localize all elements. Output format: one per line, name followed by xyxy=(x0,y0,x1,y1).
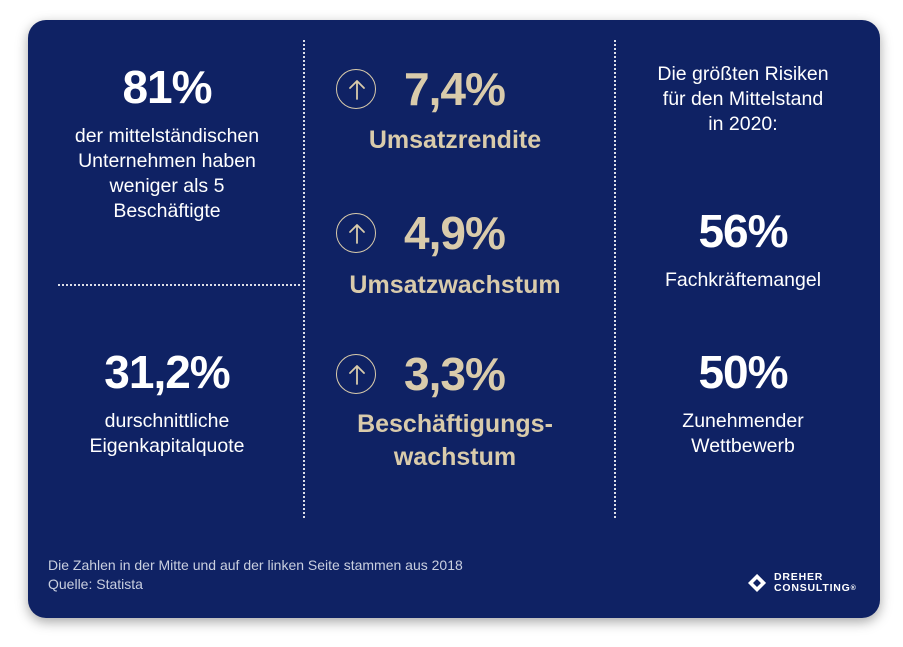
stat-label-employment: Beschäftigungs- wachstum xyxy=(357,410,553,471)
risk-skills-block: 56% Fachkräftemangel xyxy=(626,208,860,293)
divider-right xyxy=(614,40,616,518)
stat-label-return: Umsatzrendite xyxy=(368,126,542,154)
logo-trademark: ® xyxy=(850,585,857,592)
stat-description-equity: durschnittliche Eigenkapitalquote xyxy=(89,410,245,457)
left-bottom-block: 31,2% durschnittliche Eigenkapitalquote xyxy=(48,349,286,459)
divider-horizontal xyxy=(58,284,300,286)
arrow-up-circle-icon xyxy=(336,69,376,109)
stat-value-employees: 81% xyxy=(122,61,212,113)
infographic-card xyxy=(28,20,880,618)
logo-mark-icon xyxy=(748,574,766,592)
logo-line2: CONSULTING xyxy=(774,582,851,594)
stat-return: 7,4% xyxy=(336,63,506,115)
risk-competition-block: 50% Zunehmender Wettbewerb xyxy=(626,349,860,459)
stat-value-growth: 4,9% xyxy=(404,207,506,259)
footer-note: Die Zahlen in der Mitte und auf der link… xyxy=(48,557,463,573)
stat-value-return: 7,4% xyxy=(404,63,506,115)
risk-value-competition: 50% xyxy=(698,346,788,398)
divider-left xyxy=(303,40,305,518)
stat-growth: 4,9% xyxy=(336,207,506,259)
risk-label-skills: Fachkräftemangel xyxy=(664,269,822,291)
stat-employment: 3,3% xyxy=(336,348,506,400)
risk-value-skills: 56% xyxy=(698,205,788,257)
arrow-up-circle-icon xyxy=(336,213,376,253)
stat-value-employment: 3,3% xyxy=(404,348,506,400)
dreher-consulting-logo: DREHER CONSULTING® xyxy=(746,572,857,594)
logo-line1: DREHER xyxy=(774,571,824,583)
arrow-up-circle-icon xyxy=(336,354,376,394)
stat-label-growth: Umsatzwachstum xyxy=(349,271,561,299)
left-top-block: 81% der mittelständischen Unternehmen ha… xyxy=(48,64,286,224)
risks-heading: Die größten Risiken für den Mittelstand … xyxy=(657,63,829,135)
stat-value-equity: 31,2% xyxy=(104,346,230,398)
stat-description-employees: der mittelständischen Unternehmen haben … xyxy=(74,125,260,222)
footer-source: Quelle: Statista xyxy=(48,576,143,592)
risk-label-competition: Zunehmender Wettbewerb xyxy=(682,410,804,457)
